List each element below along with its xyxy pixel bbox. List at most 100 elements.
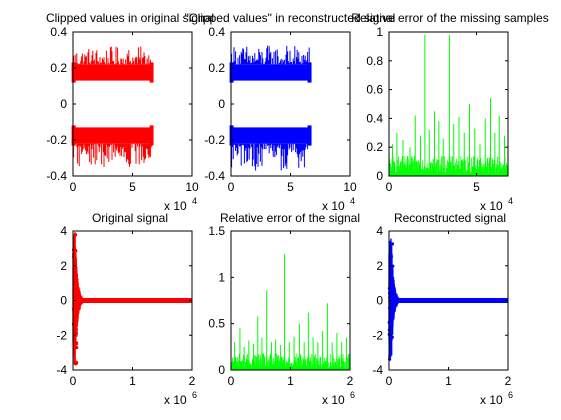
y-tick-label: -4	[372, 363, 383, 377]
series-2-edge-left	[229, 125, 234, 146]
series-2-edge-left	[71, 125, 76, 146]
subplot-2: 0 5 10-0.4-0.200.20.4x 10 4"Clipped values"…	[185, 11, 396, 213]
x-multiplier-exponent: 6	[508, 390, 513, 400]
x-tick-label: 0	[228, 374, 235, 388]
x-tick-label: 0	[386, 374, 393, 388]
series-1-spread	[231, 45, 310, 65]
y-tick-label: 0	[218, 363, 225, 377]
x-multiplier: x 10	[322, 393, 345, 407]
subplot-4: 0 1 2 -4 -2 0 2 4 x 10 6 Original signal	[56, 211, 197, 407]
subplot-title: "Clipped values" in reconstructed signal	[185, 11, 396, 25]
x-tick-label: 2	[347, 374, 354, 388]
burst-point	[73, 325, 77, 329]
subplot-title: Relative error of the missing samples	[351, 11, 548, 25]
y-tick-label: 2	[60, 259, 67, 273]
x-multiplier: x 10	[322, 199, 345, 213]
series	[71, 46, 154, 167]
x-multiplier-exponent: 4	[350, 196, 355, 206]
subplot-title: Original signal	[92, 211, 168, 225]
x-tick-label: 5	[129, 180, 136, 194]
plot-area	[231, 231, 350, 370]
burst-point	[74, 293, 79, 297]
series-2-spread	[73, 143, 152, 167]
burst-point	[74, 306, 78, 310]
x-tick-label: 5	[473, 180, 480, 194]
x-tick-label: 2	[505, 374, 512, 388]
series-tail	[397, 298, 508, 303]
subplot-6: 0 1 2 -4 -2 0 2 4 x 10 6 Reconstructed signal	[372, 211, 513, 407]
y-tick-label: 0.4	[208, 25, 225, 39]
x-multiplier-exponent: 6	[350, 390, 355, 400]
x-multiplier: x 10	[480, 199, 503, 213]
series-tail	[81, 298, 192, 303]
series-2-spread	[231, 143, 309, 171]
y-tick-label: 1	[376, 25, 383, 39]
burst-point	[391, 279, 395, 283]
burst-point	[74, 341, 79, 345]
series-1-core	[73, 64, 152, 81]
burst-point	[73, 268, 77, 272]
subplot-title: Relative error of the signal	[220, 211, 360, 225]
series-1-spread	[73, 46, 151, 65]
series	[388, 34, 508, 176]
x-tick-label: 2	[189, 374, 196, 388]
burst-point	[388, 357, 392, 361]
y-tick-label: 0	[218, 97, 225, 111]
y-tick-label: -4	[56, 363, 67, 377]
series-1-edge-right	[307, 62, 312, 83]
y-tick-label: 1	[218, 270, 225, 284]
x-multiplier-exponent: 6	[192, 390, 197, 400]
x-multiplier-exponent: 4	[508, 196, 513, 206]
subplot-5: 0 1 2 0 0.5 1 1.5 x 10 6 Relative error of the si…	[208, 211, 360, 407]
series-1-edge-left	[71, 62, 76, 83]
subplot-title: Reconstructed signal	[394, 211, 506, 225]
y-tick-label: -0.4	[204, 169, 225, 183]
subplot-1: 0 5 10 -0.4 -0.2 0 0.2 0.4 x 10 4 Clipped values i…	[46, 11, 214, 213]
y-tick-label: 0.5	[208, 317, 225, 331]
series-2-edge-right	[307, 125, 312, 146]
burst-point	[389, 312, 393, 316]
burst-point	[72, 303, 77, 307]
x-tick-label: 0	[70, 180, 77, 194]
burst-point	[74, 277, 78, 281]
burst-point	[389, 303, 393, 307]
y-tick-label: -2	[56, 328, 67, 342]
burst-point	[389, 323, 394, 328]
burst-point	[391, 290, 395, 294]
subplot-3: 0 5 0 0.2 0.4 0.6 0.8 1 x 10 4 Relative error of t…	[351, 11, 548, 213]
burst-point	[388, 271, 393, 275]
series-2-edge-right	[149, 125, 154, 146]
series-2-core	[73, 127, 152, 144]
y-tick-label: 1.5	[208, 224, 225, 238]
series-1-core	[231, 64, 310, 81]
burst-point	[73, 233, 78, 237]
burst-point	[390, 335, 394, 339]
x-tick-label: 10	[343, 180, 357, 194]
burst-point	[74, 331, 79, 335]
x-tick-label: 1	[287, 374, 294, 388]
x-tick-label: 0	[228, 180, 235, 194]
burst-point	[389, 308, 393, 312]
y-tick-label: 4	[376, 224, 383, 238]
burst-point	[391, 264, 395, 268]
y-tick-label: 0	[376, 169, 383, 183]
y-tick-label: -0.2	[46, 133, 67, 147]
burst-point	[388, 352, 392, 356]
burst-point	[73, 329, 77, 333]
y-tick-label: 0	[376, 294, 383, 308]
series-1-edge-right	[149, 62, 154, 83]
subplot-title: Clipped values in original signal	[46, 11, 214, 25]
y-tick-label: -2	[372, 328, 383, 342]
x-tick-label: 1	[129, 374, 136, 388]
x-tick-label: 0	[386, 180, 393, 194]
y-tick-label: 0.8	[366, 54, 383, 68]
burst-point	[388, 291, 392, 295]
burst-point	[75, 361, 79, 365]
y-tick-label: 0	[60, 97, 67, 111]
x-tick-label: 1	[445, 374, 452, 388]
series-1-edge-left	[229, 62, 234, 83]
y-tick-label: 4	[60, 224, 67, 238]
y-tick-label: 0.4	[366, 111, 383, 125]
series	[230, 254, 351, 370]
